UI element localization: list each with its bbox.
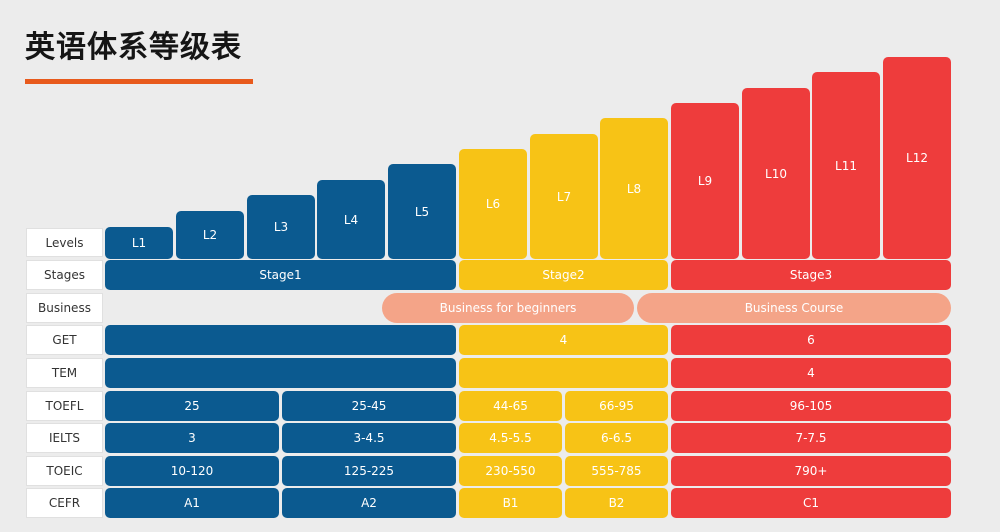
tem-stage2-cell bbox=[459, 358, 668, 388]
toeic-cell: 230-550 bbox=[459, 456, 562, 486]
cefr-cell: C1 bbox=[671, 488, 951, 518]
level-l9: L9 bbox=[671, 103, 739, 259]
level-l4: L4 bbox=[317, 180, 385, 259]
row-label-toefl: TOEFL bbox=[26, 391, 103, 421]
ielts-cell: 7-7.5 bbox=[671, 423, 951, 453]
toefl-cell: 25-45 bbox=[282, 391, 456, 421]
toeic-cell: 125-225 bbox=[282, 456, 456, 486]
toeic-cell: 10-120 bbox=[105, 456, 279, 486]
cefr-cell: A2 bbox=[282, 488, 456, 518]
toeic-cell: 790+ bbox=[671, 456, 951, 486]
cefr-cell: B2 bbox=[565, 488, 668, 518]
row-label-stages: Stages bbox=[26, 260, 103, 290]
row-label-get: GET bbox=[26, 325, 103, 355]
stage2-cell: Stage2 bbox=[459, 260, 668, 290]
row-label-business: Business bbox=[26, 293, 103, 323]
level-l8: L8 bbox=[600, 118, 668, 259]
level-l1: L1 bbox=[105, 227, 173, 259]
title-underline bbox=[25, 79, 253, 84]
ielts-cell: 3 bbox=[105, 423, 279, 453]
level-l2: L2 bbox=[176, 211, 244, 259]
toeic-cell: 555-785 bbox=[565, 456, 668, 486]
get-stage1-cell bbox=[105, 325, 456, 355]
level-l3: L3 bbox=[247, 195, 315, 259]
level-l10: L10 bbox=[742, 88, 810, 259]
toefl-cell: 44-65 bbox=[459, 391, 562, 421]
tem-stage3-cell: 4 bbox=[671, 358, 951, 388]
level-l11: L11 bbox=[812, 72, 880, 259]
level-l5: L5 bbox=[388, 164, 456, 259]
cefr-cell: A1 bbox=[105, 488, 279, 518]
toefl-cell: 25 bbox=[105, 391, 279, 421]
cefr-cell: B1 bbox=[459, 488, 562, 518]
get-stage3-cell: 6 bbox=[671, 325, 951, 355]
business-course-pill: Business Course bbox=[637, 293, 951, 323]
tem-stage1-cell bbox=[105, 358, 456, 388]
toefl-cell: 96-105 bbox=[671, 391, 951, 421]
toefl-cell: 66-95 bbox=[565, 391, 668, 421]
row-label-ielts: IELTS bbox=[26, 423, 103, 453]
stage1-cell: Stage1 bbox=[105, 260, 456, 290]
get-stage2-cell: 4 bbox=[459, 325, 668, 355]
row-label-toeic: TOEIC bbox=[26, 456, 103, 486]
level-l12: L12 bbox=[883, 57, 951, 259]
page-title: 英语体系等级表 bbox=[25, 30, 242, 65]
row-label-tem: TEM bbox=[26, 358, 103, 388]
level-l6: L6 bbox=[459, 149, 527, 259]
ielts-cell: 6-6.5 bbox=[565, 423, 668, 453]
ielts-cell: 3-4.5 bbox=[282, 423, 456, 453]
row-label-levels: Levels bbox=[26, 228, 103, 257]
level-l7: L7 bbox=[530, 134, 598, 259]
business-beginners-pill: Business for beginners bbox=[382, 293, 634, 323]
stage3-cell: Stage3 bbox=[671, 260, 951, 290]
row-label-cefr: CEFR bbox=[26, 488, 103, 518]
ielts-cell: 4.5-5.5 bbox=[459, 423, 562, 453]
